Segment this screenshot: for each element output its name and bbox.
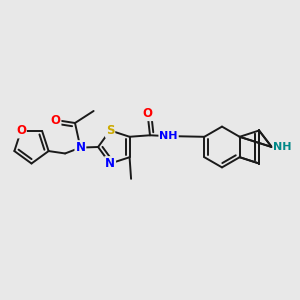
Text: N: N — [105, 157, 115, 170]
Text: S: S — [106, 124, 114, 137]
Text: O: O — [16, 124, 26, 137]
Text: O: O — [142, 107, 153, 120]
Text: NH: NH — [159, 131, 178, 141]
Text: NH: NH — [273, 142, 292, 152]
Text: N: N — [75, 141, 85, 154]
Text: O: O — [50, 113, 61, 127]
